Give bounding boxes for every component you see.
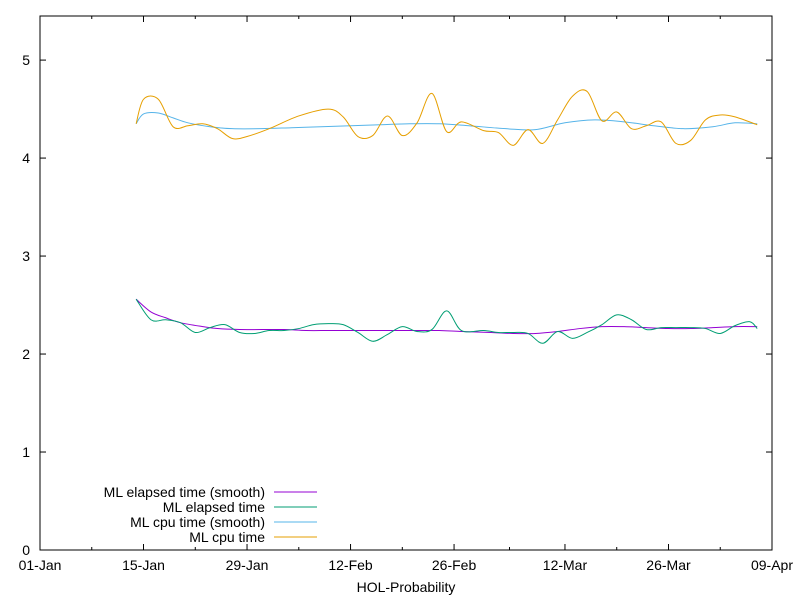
x-tick-label: 12-Feb [328, 557, 373, 573]
x-axis-ticks: 01-Jan 15-Jan 29-Jan 12-Feb 26-Feb 12-Mar 26-M… [19, 16, 793, 573]
x-tick-label: 09-Apr [751, 557, 793, 573]
x-tick-label: 26-Feb [432, 557, 477, 573]
y-tick-label: 3 [22, 248, 30, 264]
series-layer [135, 89, 758, 344]
y-tick-label: 1 [22, 444, 30, 460]
legend-label: ML cpu time [189, 529, 265, 545]
y-axis-ticks: 0 1 2 3 4 5 [22, 52, 772, 558]
legend-label: ML cpu time (smooth) [130, 514, 265, 530]
legend: ML elapsed time (smooth)ML elapsed timeM… [104, 484, 317, 545]
x-tick-label: 29-Jan [226, 557, 269, 573]
series-line-1 [135, 298, 758, 344]
series-line-3 [135, 89, 758, 146]
x-tick-label: 01-Jan [19, 557, 62, 573]
x-tick-label: 26-Mar [646, 557, 691, 573]
series-line-2 [135, 112, 758, 131]
legend-label: ML elapsed time (smooth) [104, 484, 265, 500]
x-axis-title: HOL-Probability [357, 579, 456, 595]
legend-label: ML elapsed time [163, 499, 265, 515]
y-tick-label: 4 [22, 150, 30, 166]
x-tick-label: 15-Jan [122, 557, 165, 573]
y-tick-label: 2 [22, 346, 30, 362]
y-tick-label: 5 [22, 52, 30, 68]
series-line-0 [135, 298, 758, 335]
plot-frame [39, 15, 773, 551]
y-tick-label: 0 [22, 542, 30, 558]
x-tick-label: 12-Mar [543, 557, 588, 573]
